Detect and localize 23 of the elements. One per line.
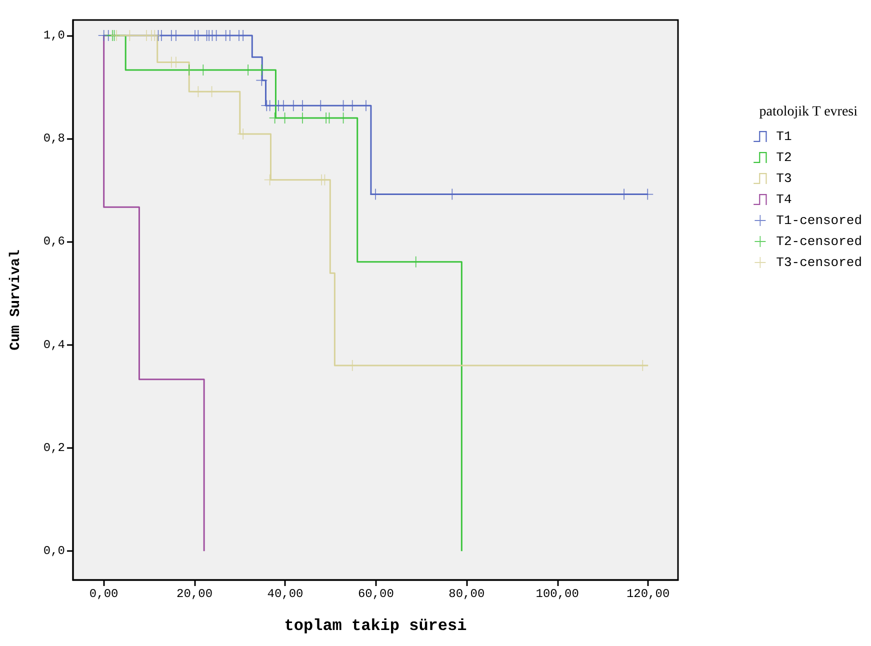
legend-label: T4: [776, 192, 792, 207]
legend-label: T2: [776, 150, 792, 165]
x-tick-label: 20,00: [176, 587, 213, 601]
legend-label: T1-censored: [776, 213, 862, 228]
legend-label: T2-censored: [776, 234, 862, 249]
y-axis-title: Cum Survival: [8, 250, 24, 350]
x-tick-label: 100,00: [536, 587, 579, 601]
y-tick-label: 0,2: [43, 440, 65, 455]
x-tick-label: 40,00: [267, 587, 304, 601]
y-tick-label: 0,0: [43, 544, 65, 558]
y-tick-label: 0,4: [43, 338, 65, 352]
x-tick-label: 60,00: [358, 587, 394, 601]
legend-title: patolojik T evresi: [759, 104, 858, 120]
legend-label: T3: [776, 171, 792, 186]
y-tick-label: 0,8: [43, 132, 65, 146]
x-tick-label: 0,00: [89, 587, 118, 601]
x-axis-title: toplam takip süresi: [284, 617, 467, 635]
y-tick-label: 0,6: [43, 234, 65, 249]
legend-label: T3-censored: [776, 255, 862, 270]
x-tick-label: 120,00: [626, 587, 670, 601]
y-tick-label: 1,0: [43, 28, 65, 42]
legend-label: T1: [776, 129, 792, 144]
x-tick-label: 80,00: [448, 587, 485, 601]
